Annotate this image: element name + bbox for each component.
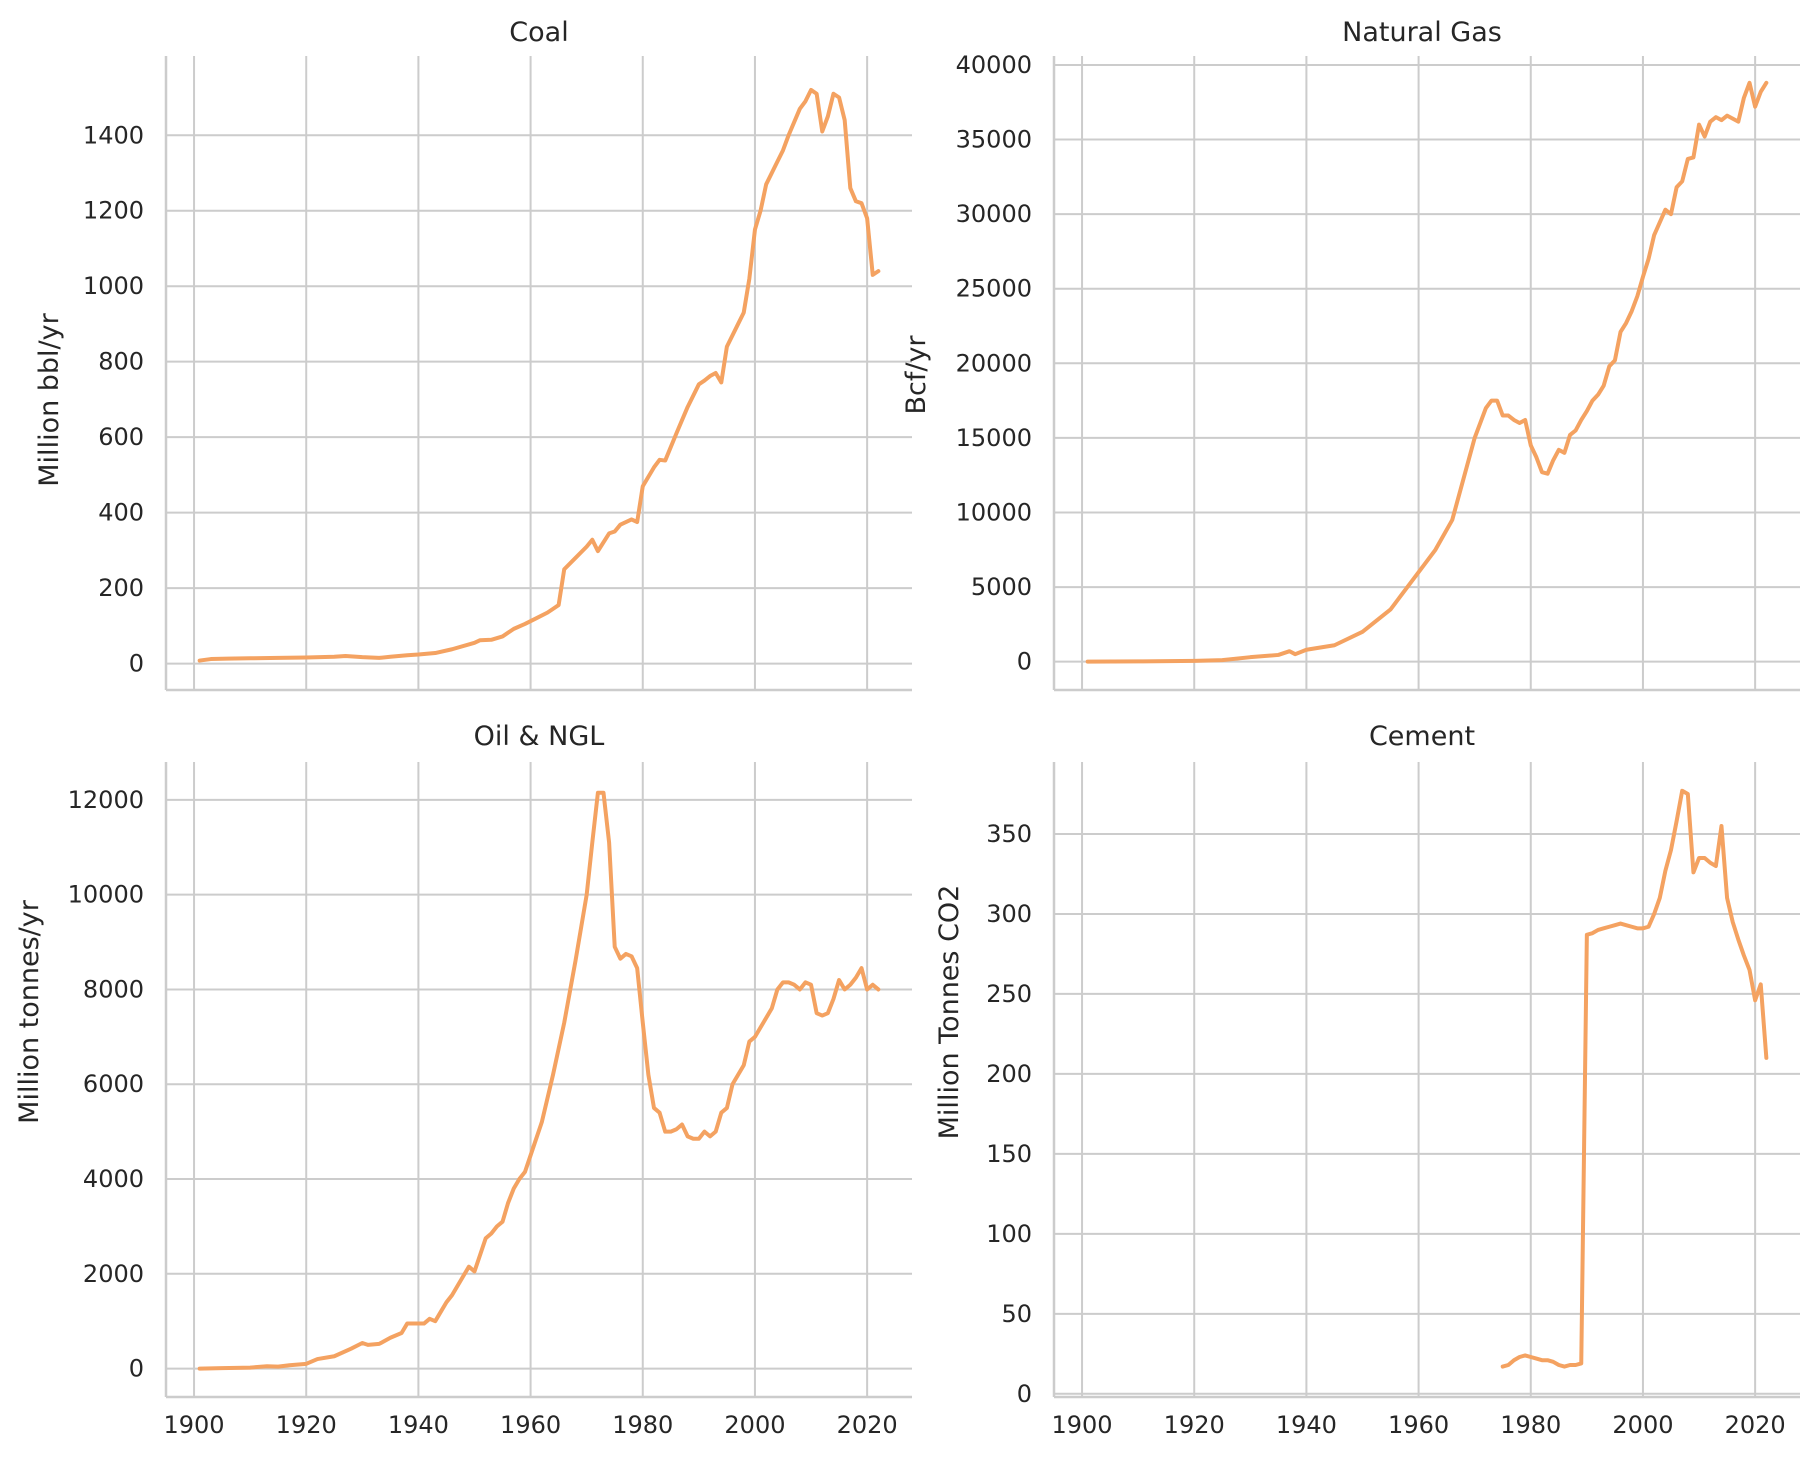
oil-ngl-series xyxy=(197,790,881,1371)
cement-x-tick-label: 1920 xyxy=(1164,1411,1225,1439)
natural-gas-y-tick-label: 30000 xyxy=(956,200,1032,228)
coal-grid xyxy=(166,56,912,690)
coal-series-line xyxy=(197,87,881,663)
cement-y-tick-label: 50 xyxy=(1001,1300,1032,1328)
oil-ngl-y-tick-label: 10000 xyxy=(68,881,144,909)
natural-gas-y-tick-label: 20000 xyxy=(956,349,1032,377)
cement-x-ticks: 1900 1920 1940 1960 1980 2000 2020 xyxy=(1052,1411,1786,1439)
natural-gas-y-tick-label: 40000 xyxy=(956,51,1032,79)
oil-ngl-y-tick-label: 12000 xyxy=(68,786,144,814)
coal-y-tick-label: 1000 xyxy=(83,272,144,300)
cement-y-tick-label: 200 xyxy=(986,1060,1032,1088)
coal-y-tick-label: 200 xyxy=(98,574,144,602)
coal-y-axis-label: Million bbl/yr xyxy=(34,312,65,486)
cement-y-axis-label: Million Tonnes CO2 xyxy=(934,885,965,1140)
cement-x-tick-label: 1900 xyxy=(1052,1411,1113,1439)
natural-gas-spines xyxy=(1052,56,1800,692)
coal-spines xyxy=(164,56,912,692)
natural-gas-y-tick-label: 35000 xyxy=(956,126,1032,154)
oil-ngl-x-tick-label: 1900 xyxy=(164,1411,225,1439)
oil-ngl-x-tick-label: 1960 xyxy=(500,1411,561,1439)
natural-gas-y-ticks: 0 5000 10000 15000 20000 25000 30000 35000 40000 xyxy=(956,51,1032,676)
natural-gas-title: Natural Gas xyxy=(1342,17,1502,48)
cement-x-tick-label: 2000 xyxy=(1612,1411,1673,1439)
cement-title: Cement xyxy=(1369,721,1475,752)
oil-ngl-x-tick-label: 2020 xyxy=(837,1411,898,1439)
oil-ngl-x-tick-label: 1980 xyxy=(612,1411,673,1439)
natural-gas-y-tick-label: 15000 xyxy=(956,424,1032,452)
oil-ngl-y-tick-label: 6000 xyxy=(83,1070,144,1098)
oil-ngl-grid xyxy=(166,762,912,1397)
cement-series xyxy=(1500,788,1769,1369)
oil-ngl-title: Oil & NGL xyxy=(474,721,605,752)
natural-gas-y-tick-label: 25000 xyxy=(956,275,1032,303)
coal-y-tick-label: 1200 xyxy=(83,197,144,225)
cement-x-tick-label: 1940 xyxy=(1276,1411,1337,1439)
oil-ngl-y-tick-label: 8000 xyxy=(83,975,144,1003)
panel-cement: 1900 1920 1940 1960 1980 2000 2020 0 50 100 150 20… xyxy=(934,721,1800,1439)
cement-grid xyxy=(1054,762,1800,1397)
natural-gas-y-axis-label: Bcf/yr xyxy=(901,335,932,415)
coal-y-tick-label: 800 xyxy=(98,348,144,376)
natural-gas-y-tick-label: 10000 xyxy=(956,498,1032,526)
natural-gas-y-tick-label: 0 xyxy=(1017,648,1032,676)
coal-y-tick-label: 400 xyxy=(98,499,144,527)
panel-coal: 0 200 400 600 800 1000 1200 1400 Coal Million b… xyxy=(34,17,912,692)
cement-y-tick-label: 300 xyxy=(986,900,1032,928)
coal-y-tick-label: 1400 xyxy=(83,121,144,149)
oil-ngl-y-axis-label: Million tonnes/yr xyxy=(14,899,45,1124)
oil-ngl-y-tick-label: 0 xyxy=(129,1355,144,1383)
cement-y-tick-label: 100 xyxy=(986,1220,1032,1248)
cement-spines xyxy=(1052,762,1800,1399)
cement-y-tick-label: 150 xyxy=(986,1140,1032,1168)
oil-ngl-x-ticks: 1900 1920 1940 1960 1980 2000 2020 xyxy=(164,1411,898,1439)
oil-ngl-y-tick-label: 4000 xyxy=(83,1165,144,1193)
oil-ngl-x-tick-label: 2000 xyxy=(724,1411,785,1439)
natural-gas-y-tick-label: 5000 xyxy=(971,573,1032,601)
cement-x-tick-label: 1960 xyxy=(1388,1411,1449,1439)
cement-series-line xyxy=(1500,788,1769,1369)
oil-ngl-x-tick-label: 1940 xyxy=(388,1411,449,1439)
oil-ngl-x-tick-label: 1920 xyxy=(276,1411,337,1439)
oil-ngl-series-line xyxy=(197,790,881,1371)
oil-ngl-y-tick-label: 2000 xyxy=(83,1260,144,1288)
natural-gas-series xyxy=(1085,80,1769,664)
natural-gas-grid xyxy=(1054,56,1800,690)
oil-ngl-y-ticks: 0 2000 4000 6000 8000 10000 12000 xyxy=(68,786,144,1383)
oil-ngl-spines xyxy=(164,762,912,1399)
coal-y-tick-label: 600 xyxy=(98,423,144,451)
cement-x-tick-label: 1980 xyxy=(1500,1411,1561,1439)
coal-title: Coal xyxy=(509,17,568,48)
natural-gas-series-line xyxy=(1085,80,1769,664)
coal-y-tick-label: 0 xyxy=(129,650,144,678)
cement-x-tick-label: 2020 xyxy=(1725,1411,1786,1439)
cement-y-tick-label: 0 xyxy=(1017,1380,1032,1408)
coal-series xyxy=(197,87,881,663)
coal-y-ticks: 0 200 400 600 800 1000 1200 1400 xyxy=(83,121,144,677)
cement-y-ticks: 0 50 100 150 200 250 300 350 xyxy=(986,820,1032,1408)
cement-y-tick-label: 250 xyxy=(986,980,1032,1008)
cement-y-tick-label: 350 xyxy=(986,820,1032,848)
panel-natural-gas: 0 5000 10000 15000 20000 25000 30000 35000 40000… xyxy=(901,17,1800,692)
panel-oil-ngl: 1900 1920 1940 1960 1980 2000 2020 0 2000 4000 60… xyxy=(14,721,912,1439)
